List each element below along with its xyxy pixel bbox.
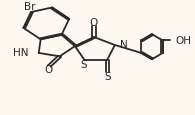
Text: O: O [44,65,52,75]
Text: Br: Br [24,2,36,12]
Text: S: S [104,71,111,81]
Text: OH: OH [175,36,191,46]
Text: HN: HN [13,48,28,58]
Text: S: S [80,60,87,70]
Text: O: O [90,18,98,28]
Text: N: N [120,40,127,50]
